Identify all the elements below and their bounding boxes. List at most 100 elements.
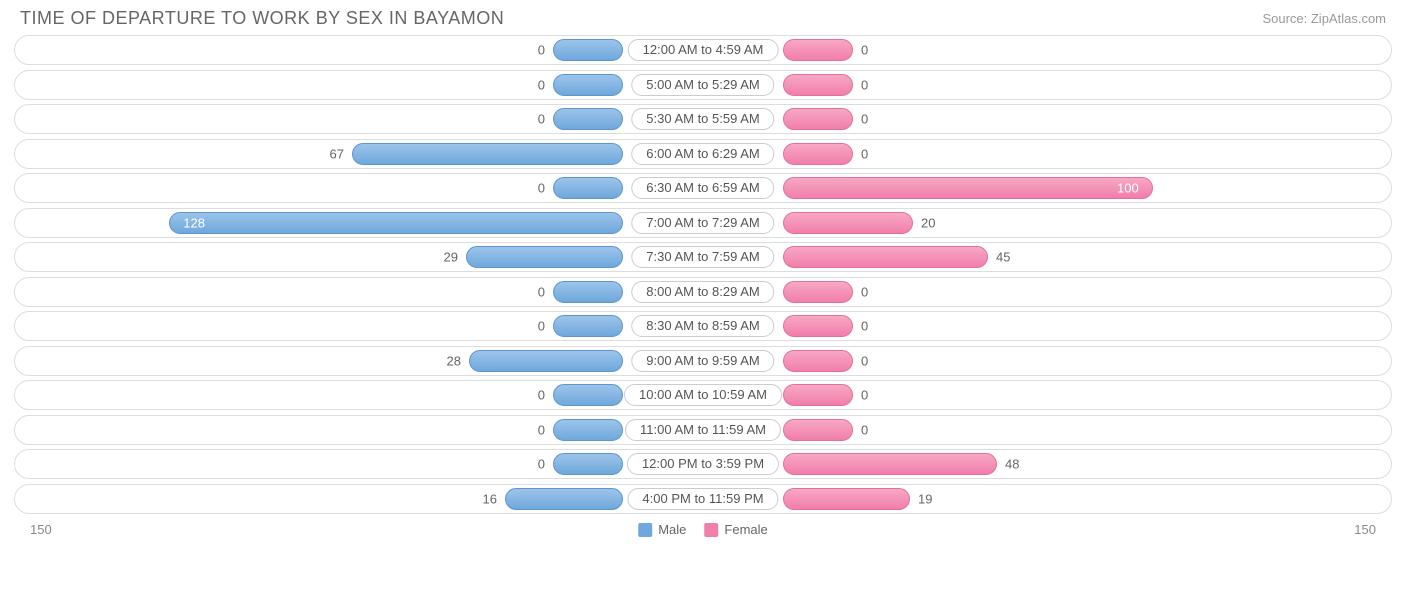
chart-row: 2809:00 AM to 9:59 AM [14,346,1392,376]
bar-female [783,39,853,61]
chart-row: 0 0 8:30 AM to 8:59 AM [14,311,1392,341]
bar-male [553,74,623,96]
chart-row: 16 19 4:00 PM to 11:59 PM [14,484,1392,514]
row-label: 7:00 AM to 7:29 AM [631,212,774,234]
row-label: 5:30 AM to 5:59 AM [631,108,774,130]
chart-area: 0 0 12:00 AM to 4:59 AM 0 0 5:00 AM to 5:29 A… [0,35,1406,514]
value-female: 100 [1117,181,1139,196]
chart-row-inner: 16 19 4:00 PM to 11:59 PM [15,485,1391,513]
row-label: 5:00 AM to 5:29 AM [631,74,774,96]
value-male: 28 [447,353,461,368]
value-male: 0 [538,112,545,127]
chart-row-inner: 0011:00 AM to 11:59 AM [15,416,1391,444]
chart-row: 0 100 6:30 AM to 6:59 AM [14,173,1392,203]
bar-female [783,177,1153,199]
value-female: 0 [861,388,868,403]
row-label: 10:00 AM to 10:59 AM [624,384,782,406]
chart-row-inner: 0 0 5:00 AM to 5:29 AM [15,71,1391,99]
chart-row-inner: 67 0 6:00 AM to 6:29 AM [15,140,1391,168]
chart-row: 008:00 AM to 8:29 AM [14,277,1392,307]
legend-item-female: Female [704,522,767,537]
bar-male [553,419,623,441]
bar-male [553,281,623,303]
value-female: 45 [996,250,1010,265]
bar-female [783,281,853,303]
value-male: 0 [538,181,545,196]
bar-male [352,143,623,165]
bar-female [783,212,913,234]
row-label: 12:00 AM to 4:59 AM [628,39,779,61]
row-label: 8:00 AM to 8:29 AM [631,281,774,303]
value-female: 19 [918,491,932,506]
bar-male [553,108,623,130]
bar-male [505,488,623,510]
row-label: 11:00 AM to 11:59 AM [625,419,781,441]
row-label: 8:30 AM to 8:59 AM [631,315,774,337]
value-female: 0 [861,146,868,161]
bar-male [553,315,623,337]
chart-row-inner: 0 100 6:30 AM to 6:59 AM [15,174,1391,202]
bar-female [783,350,853,372]
chart-row-inner: 128 20 7:00 AM to 7:29 AM [15,209,1391,237]
value-male: 0 [538,388,545,403]
bar-female [783,143,853,165]
value-male: 0 [538,77,545,92]
chart-source: Source: ZipAtlas.com [1262,11,1386,26]
chart-row: 0 0 5:00 AM to 5:29 AM [14,70,1392,100]
chart-row-inner: 0 0 8:30 AM to 8:59 AM [15,312,1391,340]
chart-row: 67 0 6:00 AM to 6:29 AM [14,139,1392,169]
axis-max-left: 150 [30,522,52,537]
chart-row-inner: 0 0 12:00 AM to 4:59 AM [15,36,1391,64]
bar-female [783,246,988,268]
chart-row: 0 0 5:30 AM to 5:59 AM [14,104,1392,134]
chart-row: 0011:00 AM to 11:59 AM [14,415,1392,445]
value-female: 0 [861,77,868,92]
bar-male [169,212,623,234]
value-male: 0 [538,43,545,58]
bar-female [783,315,853,337]
value-female: 0 [861,353,868,368]
chart-header: TIME OF DEPARTURE TO WORK BY SEX IN BAYA… [0,0,1406,35]
value-male: 128 [183,215,205,230]
chart-row-inner: 2809:00 AM to 9:59 AM [15,347,1391,375]
bar-male [553,453,623,475]
row-label: 7:30 AM to 7:59 AM [631,246,774,268]
bar-female [783,419,853,441]
legend-swatch-male [638,523,652,537]
bar-male [553,39,623,61]
value-male: 0 [538,319,545,334]
chart-row-inner: 0 0 10:00 AM to 10:59 AM [15,381,1391,409]
value-male: 0 [538,422,545,437]
bar-female [783,108,853,130]
bar-male [466,246,623,268]
bar-female [783,384,853,406]
row-label: 12:00 PM to 3:59 PM [627,453,779,475]
bar-male [469,350,623,372]
row-label: 6:00 AM to 6:29 AM [631,143,774,165]
bar-female [783,488,910,510]
bar-male [553,177,623,199]
value-male: 29 [444,250,458,265]
row-label: 4:00 PM to 11:59 PM [627,488,778,510]
chart-row-inner: 04812:00 PM to 3:59 PM [15,450,1391,478]
chart-title: TIME OF DEPARTURE TO WORK BY SEX IN BAYA… [20,8,504,29]
value-female: 0 [861,319,868,334]
bar-female [783,453,997,475]
chart-row-inner: 29 45 7:30 AM to 7:59 AM [15,243,1391,271]
value-female: 20 [921,215,935,230]
value-female: 0 [861,112,868,127]
chart-row-inner: 0 0 5:30 AM to 5:59 AM [15,105,1391,133]
value-female: 0 [861,43,868,58]
bar-female [783,74,853,96]
row-label: 6:30 AM to 6:59 AM [631,177,774,199]
legend-label-male: Male [658,522,686,537]
chart-row: 128 20 7:00 AM to 7:29 AM [14,208,1392,238]
chart-row: 29 45 7:30 AM to 7:59 AM [14,242,1392,272]
chart-row-inner: 008:00 AM to 8:29 AM [15,278,1391,306]
legend-swatch-female [704,523,718,537]
chart-row: 0 0 12:00 AM to 4:59 AM [14,35,1392,65]
value-male: 67 [330,146,344,161]
axis-max-right: 150 [1354,522,1376,537]
value-male: 16 [483,491,497,506]
legend: Male Female [638,522,768,537]
